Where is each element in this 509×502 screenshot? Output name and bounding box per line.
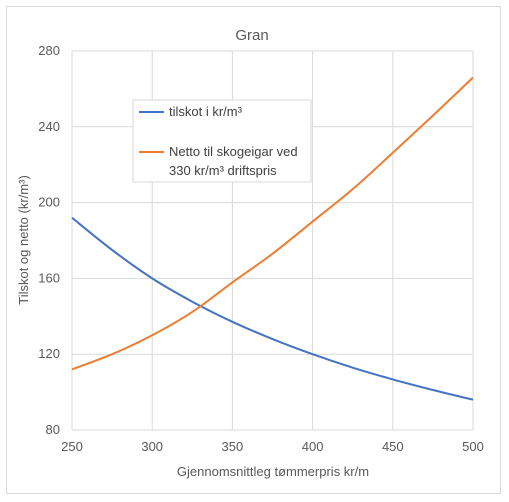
x-tick-label: 350: [222, 439, 244, 454]
legend: tilskot i kr/m³ Netto til skogeigar ved …: [133, 100, 311, 182]
y-axis-label: Tilskot og netto (kr/m³): [16, 175, 31, 305]
x-tick-labels: 250 300 350 400 450 500: [61, 439, 484, 454]
y-tick-label: 120: [38, 346, 60, 361]
x-tick-label: 500: [462, 439, 484, 454]
legend-label-tilskot: tilskot i kr/m³: [169, 104, 243, 119]
y-tick-label: 200: [38, 195, 60, 210]
y-tick-label: 160: [38, 270, 60, 285]
legend-label-netto-line2: 330 kr/m³ driftspris: [169, 163, 277, 178]
chart-title: Gran: [235, 27, 268, 44]
y-tick-label: 80: [46, 422, 60, 437]
x-tick-label: 250: [61, 439, 83, 454]
y-tick-labels: 80 120 160 200 240 280: [38, 43, 60, 437]
x-tick-label: 300: [141, 439, 163, 454]
y-tick-label: 240: [38, 119, 60, 134]
x-tick-label: 400: [302, 439, 324, 454]
y-tick-label: 280: [38, 43, 60, 58]
x-axis-label: Gjennomsnittleg tømmerpris kr/m: [177, 464, 369, 479]
series-line-tilskot: [72, 218, 473, 400]
x-tick-label: 450: [382, 439, 404, 454]
legend-label-netto-line1: Netto til skogeigar ved: [169, 144, 298, 159]
